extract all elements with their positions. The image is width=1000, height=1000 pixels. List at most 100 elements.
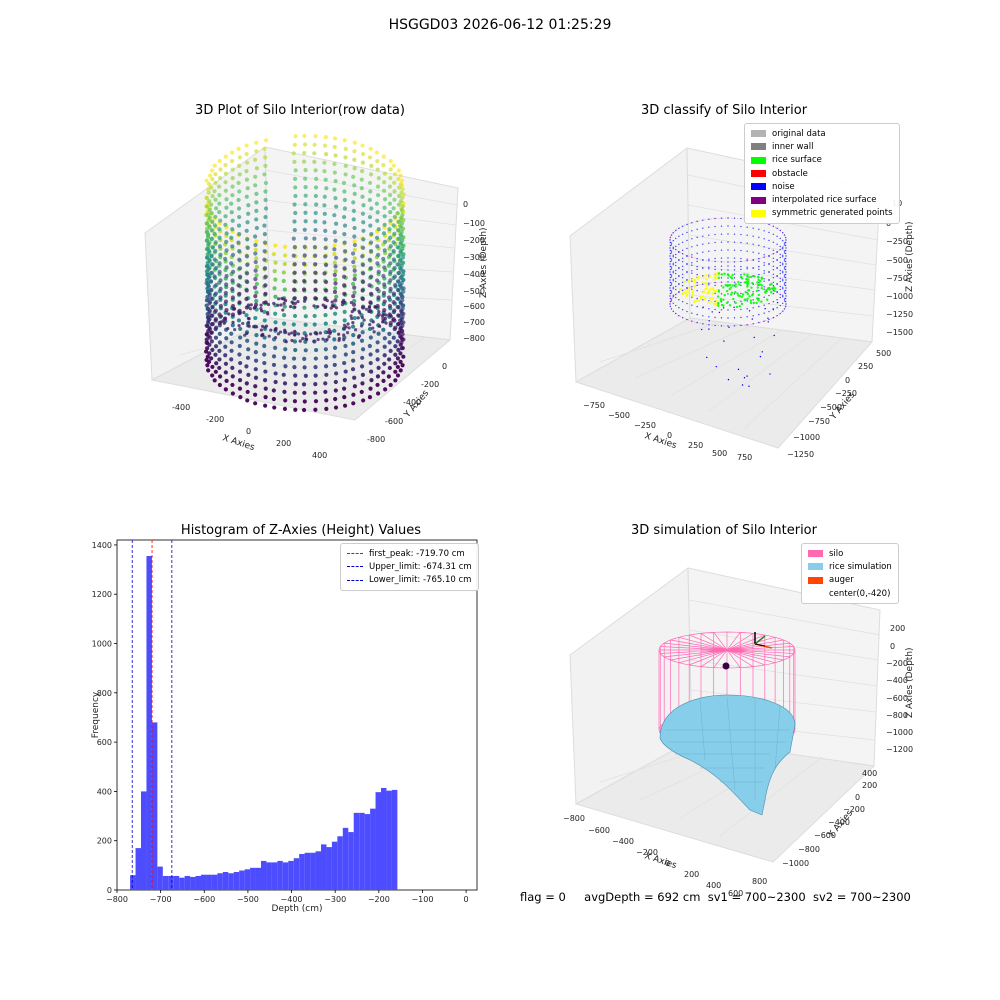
noise-point (784, 252, 787, 255)
panel2-ytick-3: −500 (820, 403, 842, 412)
raw-point (361, 271, 366, 276)
noise-point (681, 241, 684, 243)
raw-point (205, 354, 210, 359)
raw-point (281, 270, 286, 275)
raw-point (210, 364, 215, 370)
noise-point (675, 245, 677, 248)
rice-point (678, 288, 682, 291)
noise-point (708, 316, 710, 318)
noise-point (772, 269, 775, 271)
panel4-ytick-4: −200 (843, 805, 865, 814)
noise-point (727, 325, 729, 327)
raw-point (398, 284, 403, 289)
raw-point (332, 170, 337, 175)
raw-point (395, 339, 400, 344)
panel2-ztick-5: −1000 (886, 292, 913, 301)
raw-point (375, 193, 381, 198)
sv1-status: sv1 = 700~2300 (707, 890, 806, 904)
rice-point (757, 293, 761, 297)
noise-point (708, 234, 710, 236)
raw-point (383, 387, 388, 392)
rice-point (756, 281, 759, 284)
panel2-title: 3D classify of Silo Interior (640, 103, 808, 118)
noise-point (783, 292, 786, 294)
panel2-pane-floor (574, 317, 873, 449)
raw-point (237, 266, 243, 271)
raw-point (351, 358, 356, 363)
raw-point (229, 201, 234, 206)
noise-point (776, 291, 778, 293)
rice-point (691, 289, 695, 293)
histogram-bar (293, 858, 300, 890)
noise-point (776, 227, 778, 229)
raw-point (386, 295, 392, 300)
noise-point (779, 296, 781, 299)
raw-point (236, 283, 241, 288)
status-footer: flag = 0 avgDepth = 692 cm sv1 = 700~230… (520, 890, 911, 904)
panel1-ztick-2: −200 (463, 236, 485, 245)
raw-point (281, 372, 286, 377)
raw-point (273, 379, 278, 385)
noise-point (727, 269, 729, 271)
raw-point (382, 299, 387, 304)
noise-point (772, 277, 775, 279)
raw-point (383, 316, 388, 321)
noise-point (783, 298, 786, 300)
raw-point (393, 352, 398, 357)
noise-point (669, 305, 672, 308)
raw-point (329, 306, 333, 310)
raw-point (323, 262, 329, 268)
noise-point (740, 249, 742, 252)
raw-point (207, 216, 212, 221)
raw-point (206, 318, 211, 323)
raw-point (342, 309, 347, 314)
raw-point (210, 176, 215, 182)
rice-point (725, 301, 729, 305)
noise-point (779, 264, 781, 267)
panel2-xtick-6: 750 (737, 453, 752, 462)
raw-point (254, 208, 259, 214)
raw-point (376, 227, 381, 232)
noise-point (746, 226, 748, 228)
noise-point (772, 257, 775, 259)
noise-point (727, 249, 729, 251)
raw-point (237, 378, 243, 383)
panel2-ytick-6: 250 (858, 362, 873, 371)
raw-point (245, 245, 250, 250)
raw-point (253, 247, 258, 252)
raw-point (332, 328, 337, 333)
raw-point (382, 265, 387, 270)
raw-point (387, 227, 392, 232)
raw-point (237, 369, 243, 374)
rice-point (770, 282, 773, 286)
noise-point (783, 300, 786, 302)
noise-point (763, 238, 765, 240)
raw-point (387, 340, 392, 345)
histogram-bar (244, 869, 251, 890)
histogram-bars (130, 556, 398, 890)
raw-point (213, 352, 218, 357)
raw-point (207, 258, 212, 263)
panel2-ytick-0: −1250 (787, 450, 814, 459)
raw-point (263, 138, 269, 143)
noise-point (782, 288, 784, 290)
raw-point (283, 398, 288, 403)
raw-point (233, 327, 237, 332)
raw-point (230, 227, 235, 232)
legend-swatch (751, 130, 766, 138)
noise-point (675, 288, 677, 291)
raw-point (398, 318, 403, 323)
raw-point (213, 317, 218, 322)
raw-point (397, 194, 402, 199)
rice-point (755, 289, 759, 293)
noise-point (670, 258, 673, 260)
noise-point (681, 233, 684, 235)
raw-point (263, 155, 268, 160)
noise-point (708, 320, 710, 322)
raw-point (398, 326, 403, 332)
noise-point (696, 236, 698, 239)
raw-point (253, 251, 258, 256)
noise-point (708, 324, 710, 326)
noise-point (702, 323, 704, 325)
raw-point (273, 320, 278, 325)
